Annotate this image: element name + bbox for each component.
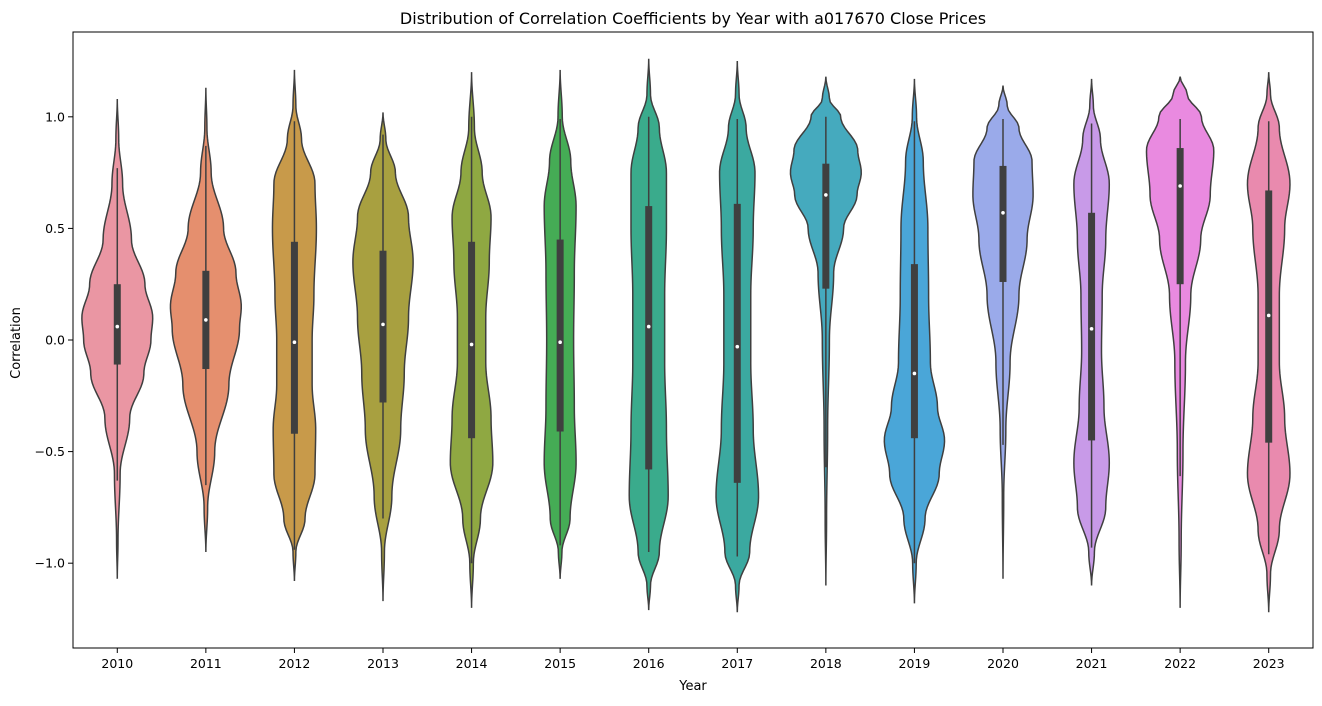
chart-title: Distribution of Correlation Coefficients… <box>400 9 986 28</box>
y-tick-label: 0.0 <box>45 333 65 348</box>
y-tick-label: −0.5 <box>35 444 65 459</box>
median-point-2020 <box>1001 210 1005 215</box>
violin-2021 <box>1073 78 1111 586</box>
iqr-box-2010 <box>113 284 121 365</box>
violin-2016 <box>628 58 669 611</box>
x-tick-label: 2020 <box>987 656 1019 671</box>
median-point-2012 <box>292 340 297 345</box>
median-point-2016 <box>646 324 651 329</box>
x-tick-label: 2011 <box>190 656 222 671</box>
y-tick-label: 1.0 <box>45 109 65 124</box>
x-axis-label: Year <box>678 679 707 694</box>
iqr-box-2022 <box>1176 148 1184 285</box>
x-tick-label: 2019 <box>899 656 931 671</box>
x-tick-label: 2017 <box>721 656 753 671</box>
violin-2022 <box>1145 76 1215 608</box>
x-tick-label: 2013 <box>367 656 399 671</box>
violin-2020 <box>972 85 1034 579</box>
median-point-2014 <box>469 342 474 347</box>
median-point-2019 <box>912 371 917 376</box>
median-point-2018 <box>824 193 828 197</box>
median-point-2011 <box>204 318 208 322</box>
x-axis: 2010 2011 2012 2013 2014 2015 2016 2017 2018 2019… <box>101 648 1285 671</box>
median-point-2017 <box>735 344 740 349</box>
y-tick-label: 0.5 <box>45 221 65 236</box>
iqr-box-2012 <box>290 241 298 434</box>
x-tick-label: 2022 <box>1164 656 1196 671</box>
median-point-2021 <box>1089 327 1094 331</box>
plot-area <box>81 58 1291 613</box>
iqr-box-2021 <box>1088 212 1096 441</box>
violin-2014 <box>449 72 494 608</box>
iqr-box-2020 <box>999 165 1007 282</box>
x-tick-label: 2014 <box>456 656 488 671</box>
median-point-2010 <box>115 324 120 329</box>
iqr-box-2015 <box>556 239 564 432</box>
iqr-box-2014 <box>468 241 476 439</box>
x-tick-label: 2015 <box>544 656 576 671</box>
violin-2010 <box>81 98 154 579</box>
iqr-box-2016 <box>645 206 653 470</box>
x-tick-label: 2012 <box>279 656 311 671</box>
x-tick-label: 2023 <box>1253 656 1285 671</box>
y-tick-label: −1.0 <box>35 556 65 571</box>
violin-2019 <box>883 78 946 604</box>
median-point-2013 <box>381 322 385 327</box>
x-tick-label: 2021 <box>1076 656 1108 671</box>
iqr-box-2017 <box>733 203 741 483</box>
violin-2011 <box>169 87 243 553</box>
violin-2023 <box>1246 72 1291 613</box>
x-tick-label: 2016 <box>633 656 665 671</box>
plot-frame <box>72 31 1314 649</box>
x-tick-label: 2018 <box>810 656 842 671</box>
violin-2018 <box>789 76 862 586</box>
violin-2012 <box>271 69 318 582</box>
violin-2017 <box>715 60 760 613</box>
iqr-box-2013 <box>379 250 387 403</box>
iqr-box-2018 <box>822 163 830 289</box>
y-axis: 1.0 0.5 0.0 −0.5 −1.0 <box>35 109 73 571</box>
iqr-box-2019 <box>910 264 918 439</box>
x-tick-label: 2010 <box>101 656 133 671</box>
violin-2015 <box>543 69 577 579</box>
y-axis-label: Correlation <box>9 307 24 379</box>
median-point-2022 <box>1178 184 1182 188</box>
median-point-2023 <box>1266 313 1271 318</box>
median-point-2015 <box>558 340 562 345</box>
violin-2013 <box>352 112 414 602</box>
